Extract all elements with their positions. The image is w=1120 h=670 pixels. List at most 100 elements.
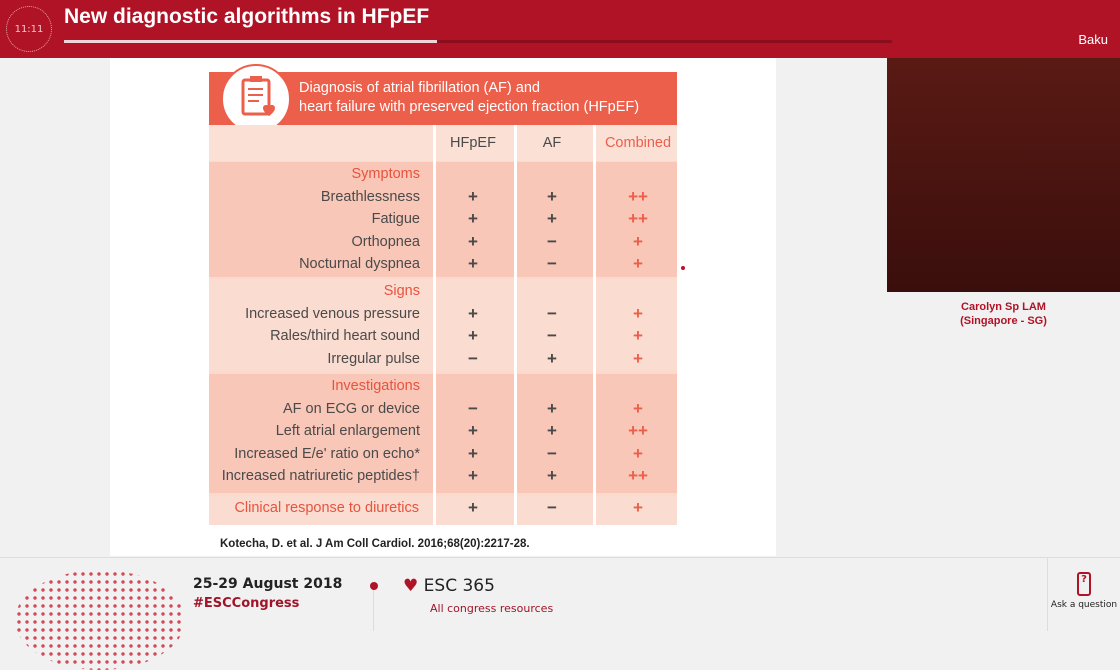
cell-value: +	[547, 209, 557, 228]
separator-dot	[370, 582, 378, 590]
column-divider	[433, 125, 436, 525]
row-label: Increased venous pressure	[245, 305, 420, 322]
phone-question-icon: ?	[1077, 572, 1091, 596]
row-label: AF on ECG or device	[283, 400, 420, 417]
cell-value: +	[547, 466, 557, 485]
congress-logo-dots	[15, 570, 185, 670]
row-label: Rales/third heart sound	[270, 328, 420, 344]
cell-value: +	[468, 498, 478, 517]
cell-value: +	[468, 466, 478, 485]
speaker-affiliation: (Singapore - SG)	[960, 315, 1047, 327]
table-row: Left atrial enlargement + + ++	[209, 421, 677, 443]
location: Baku	[1078, 32, 1108, 47]
speaker-video	[887, 58, 1120, 292]
heart-icon: ♥	[403, 576, 419, 596]
table-row: Increased E/e' ratio on echo* + − +	[209, 444, 677, 466]
section-label: Clinical response to diuretics	[234, 500, 419, 516]
presentation-title: New diagnostic algorithms in HFpEF	[64, 5, 430, 28]
table-row: Increased natriuretic peptides† + + ++	[209, 466, 677, 488]
cell-value: +	[633, 398, 643, 418]
cell-value: +	[633, 303, 643, 323]
cell-value: −	[547, 254, 557, 273]
clipboard-heart-icon	[221, 64, 291, 134]
cell-value: +	[468, 421, 478, 440]
column-header: Combined	[604, 135, 672, 151]
section-heading: Signs	[209, 281, 677, 303]
section-heading: Clinical response to diuretics + − +	[209, 498, 677, 520]
row-label: Increased E/e' ratio on echo*	[234, 445, 420, 462]
cell-value: −	[547, 498, 557, 517]
esc365-link[interactable]: ♥ ESC 365	[403, 576, 495, 596]
speaker-name: Carolyn Sp LAM	[961, 301, 1046, 313]
row-label: Increased natriuretic peptides†	[221, 468, 420, 484]
cell-value: +	[547, 186, 557, 206]
column-header: AF	[542, 135, 562, 151]
table-row: Fatigue + + ++	[209, 209, 677, 231]
section-symptoms	[209, 162, 677, 277]
cell-value: +	[633, 231, 643, 251]
section-heading: Investigations	[209, 376, 677, 398]
table-row: Rales/third heart sound + − +	[209, 326, 677, 348]
resources-link[interactable]: All congress resources	[430, 602, 554, 615]
cell-value: −	[547, 443, 557, 463]
section-signs	[209, 279, 677, 371]
cell-value: ++	[628, 421, 648, 440]
section-clinical	[209, 496, 677, 525]
row-label: Fatigue	[371, 211, 420, 227]
timer: 11:11	[6, 6, 52, 52]
cell-value: −	[468, 348, 478, 368]
divider	[373, 590, 374, 631]
cell-value: −	[547, 231, 557, 251]
citation: Kotecha, D. et al. J Am Coll Cardiol. 20…	[220, 538, 530, 550]
cell-value: −	[547, 326, 557, 345]
column-headers: HFpEF AF Combined	[209, 135, 677, 157]
table-row: Breathlessness + + ++	[209, 187, 677, 209]
speaker-info: Carolyn Sp LAM (Singapore - SG)	[887, 300, 1120, 328]
top-bar: 11:11 New diagnostic algorithms in HFpEF…	[0, 0, 1120, 58]
cell-value: +	[547, 421, 557, 440]
table-row: Nocturnal dyspnea + − +	[209, 254, 677, 276]
cell-value: ++	[628, 466, 648, 485]
congress-dates: 25-29 August 2018	[193, 576, 343, 592]
cell-value: ++	[628, 186, 648, 206]
column-header: HFpEF	[450, 135, 496, 151]
table-row: AF on ECG or device − + +	[209, 399, 677, 421]
cell-value: +	[468, 254, 478, 273]
cell-value: +	[468, 303, 478, 323]
cell-value: +	[633, 498, 643, 517]
column-header-row	[209, 125, 677, 161]
column-divider	[514, 125, 517, 525]
cell-value: ++	[628, 209, 648, 228]
column-divider	[593, 125, 596, 525]
cell-value: +	[547, 398, 557, 418]
section-investigations	[209, 374, 677, 493]
title-line: Diagnosis of atrial fibrillation (AF) an…	[299, 80, 540, 96]
section-label: Investigations	[331, 378, 420, 394]
section-label: Symptoms	[351, 166, 421, 182]
title-line: heart failure with preserved ejection fr…	[299, 99, 640, 115]
progress-fill	[64, 40, 437, 43]
cell-value: +	[468, 443, 478, 463]
progress-bar	[64, 40, 892, 43]
footer: 25-29 August 2018 #ESCCongress ♥ ESC 365…	[0, 557, 1120, 670]
cell-value: +	[468, 186, 478, 206]
ask-question-button[interactable]: ? Ask a question	[1047, 558, 1120, 631]
cell-value: +	[633, 254, 643, 273]
cell-value: +	[468, 231, 478, 251]
cell-value: −	[547, 303, 557, 323]
section-heading: Symptoms	[209, 164, 677, 186]
cell-value: +	[468, 326, 478, 345]
diagnosis-table: Diagnosis of atrial fibrillation (AF) an…	[209, 64, 677, 525]
cell-value: +	[633, 443, 643, 463]
table-row: Irregular pulse − + +	[209, 349, 677, 371]
row-label: Left atrial enlargement	[275, 423, 420, 439]
esc365-label: ESC 365	[423, 576, 495, 596]
row-label: Breathlessness	[320, 188, 420, 205]
pointer-dot	[680, 265, 686, 271]
cell-value: +	[633, 326, 643, 345]
ask-label: Ask a question	[1050, 600, 1118, 610]
table-title: Diagnosis of atrial fibrillation (AF) an…	[299, 79, 639, 117]
table-row: Orthopnea + − +	[209, 232, 677, 254]
section-label: Signs	[383, 283, 420, 299]
hashtag: #ESCCongress	[193, 596, 300, 611]
